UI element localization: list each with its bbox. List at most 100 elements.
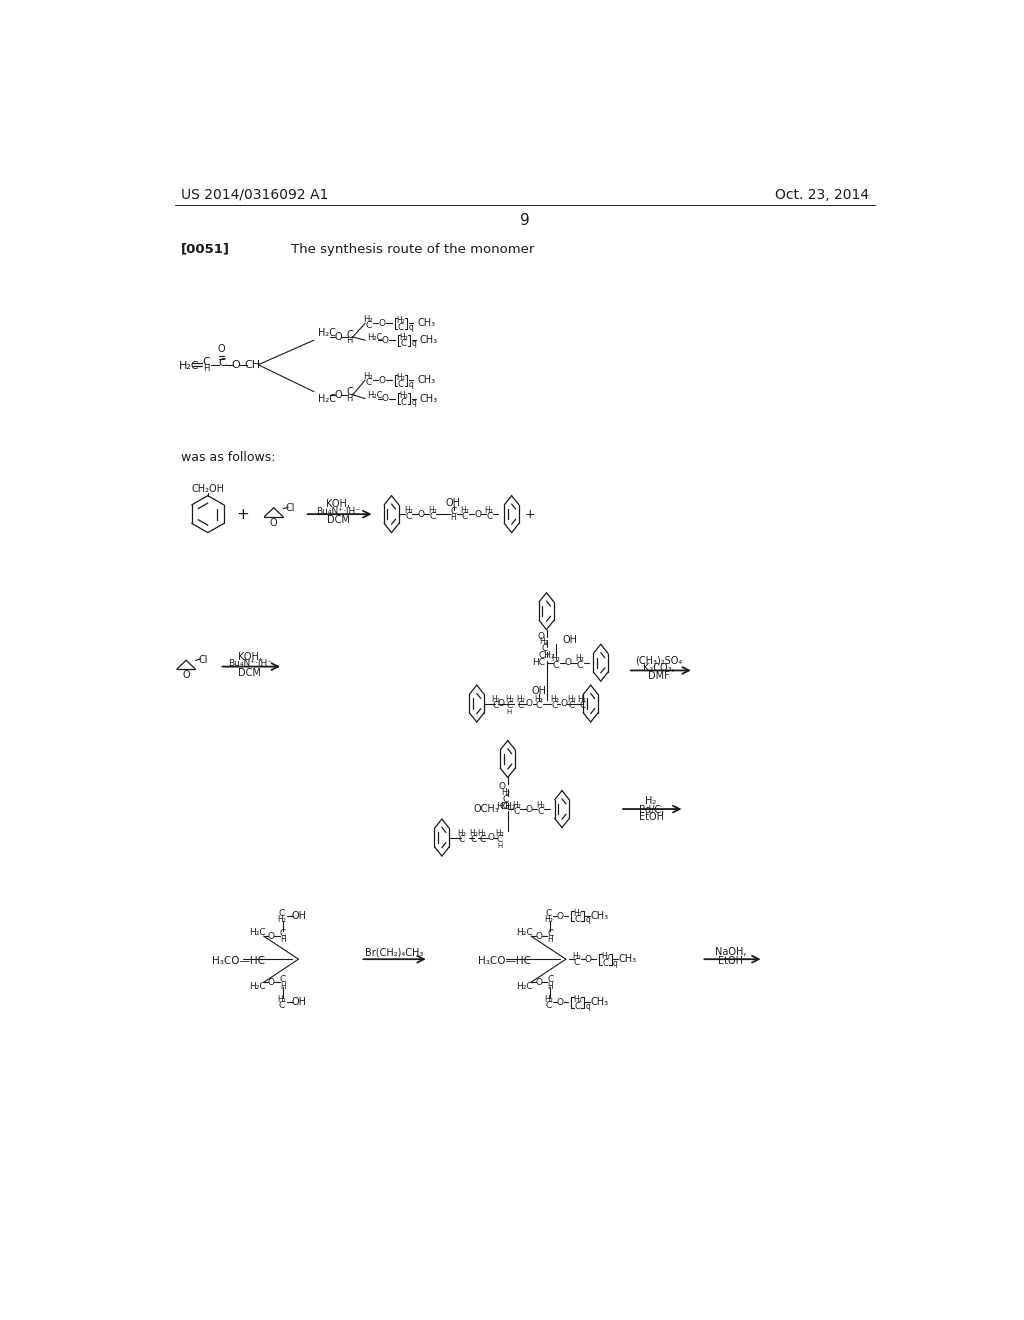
Text: C: C — [401, 399, 407, 407]
Text: CH₃: CH₃ — [420, 335, 438, 345]
Text: O: O — [498, 700, 504, 708]
Text: O: O — [557, 998, 564, 1007]
Text: O: O — [382, 395, 389, 403]
Text: O: O — [564, 659, 571, 667]
Text: H₂: H₂ — [505, 696, 514, 704]
Text: C: C — [398, 380, 403, 388]
Text: KOH,: KOH, — [238, 652, 262, 661]
Text: H₂: H₂ — [501, 788, 510, 797]
Text: C: C — [366, 378, 372, 387]
Text: was as follows:: was as follows: — [180, 450, 275, 463]
Text: CH₃: CH₃ — [590, 998, 608, 1007]
Text: H: H — [548, 936, 553, 944]
Text: C: C — [547, 975, 554, 985]
Text: H₂: H₂ — [399, 391, 409, 400]
Text: C: C — [346, 388, 353, 397]
Text: CH₂OH: CH₂OH — [191, 484, 224, 495]
Text: H: H — [548, 982, 553, 990]
Text: H₂: H₂ — [457, 829, 466, 838]
Text: H₂C: H₂C — [317, 329, 336, 338]
Text: NaOH,: NaOH, — [715, 948, 746, 957]
Text: (CH₃)₂SO₄: (CH₃)₂SO₄ — [635, 656, 683, 665]
Text: H₂C: H₂C — [249, 928, 266, 937]
Text: [0051]: [0051] — [180, 243, 229, 256]
Text: C: C — [577, 660, 583, 669]
Text: H₂: H₂ — [399, 333, 409, 342]
Text: H₂: H₂ — [496, 829, 505, 838]
Text: C: C — [541, 644, 547, 653]
Text: C: C — [547, 929, 554, 939]
Text: O: O — [270, 517, 278, 528]
Text: C: C — [503, 796, 509, 804]
Text: O: O — [525, 805, 532, 813]
Text: C: C — [401, 339, 407, 348]
Text: H₂: H₂ — [484, 506, 494, 515]
Text: C: C — [280, 929, 286, 939]
Text: H₂: H₂ — [278, 995, 286, 1003]
Text: HC: HC — [496, 803, 509, 812]
Text: H₂: H₂ — [567, 696, 577, 704]
Text: O: O — [499, 783, 506, 791]
Text: H₂: H₂ — [536, 801, 545, 809]
Text: H₂: H₂ — [550, 696, 559, 704]
Text: C: C — [279, 908, 285, 917]
Text: C: C — [486, 512, 493, 521]
Text: H₂: H₂ — [396, 315, 406, 325]
Text: O: O — [585, 954, 592, 964]
Text: O: O — [268, 932, 274, 941]
Text: H: H — [507, 709, 512, 715]
Text: The synthesis route of the monomer: The synthesis route of the monomer — [291, 243, 535, 256]
Text: US 2014/0316092 A1: US 2014/0316092 A1 — [180, 187, 328, 202]
Text: O: O — [182, 671, 189, 680]
Text: C: C — [569, 701, 575, 710]
Text: H₂: H₂ — [516, 696, 525, 704]
Text: H: H — [203, 364, 210, 374]
Text: OH: OH — [292, 998, 307, 1007]
Text: H₂: H₂ — [545, 995, 553, 1003]
Text: H₂: H₂ — [540, 638, 549, 647]
Text: O: O — [379, 376, 386, 384]
Text: O: O — [334, 333, 342, 342]
Text: H₂C: H₂C — [367, 333, 382, 342]
Text: DMF: DMF — [648, 671, 670, 681]
Text: C: C — [406, 512, 412, 521]
Text: +: + — [524, 508, 535, 520]
Text: H₂: H₂ — [404, 506, 413, 515]
Text: O: O — [538, 632, 545, 642]
Text: OH: OH — [292, 911, 307, 921]
Text: H₂: H₂ — [645, 796, 656, 807]
Text: q: q — [412, 399, 417, 407]
Text: C: C — [429, 512, 435, 521]
Text: O: O — [557, 912, 564, 920]
Text: CH₂: CH₂ — [539, 651, 555, 660]
Text: H₂: H₂ — [572, 952, 582, 961]
Text: H₂: H₂ — [512, 801, 521, 809]
Text: q: q — [409, 380, 414, 388]
Text: H₂: H₂ — [551, 655, 560, 664]
Text: H₃CO—HC: H₃CO—HC — [478, 956, 531, 966]
Text: C: C — [574, 916, 581, 924]
Text: C: C — [497, 836, 503, 845]
Text: CH₃: CH₃ — [418, 318, 435, 329]
Text: CH₂: CH₂ — [500, 803, 516, 812]
Text: H₂: H₂ — [469, 829, 478, 838]
Text: q: q — [409, 322, 414, 331]
Text: H: H — [498, 843, 503, 849]
Text: C: C — [451, 507, 457, 516]
Text: Bu₄N⁺·IH⁻: Bu₄N⁺·IH⁻ — [227, 659, 271, 668]
Text: K₂CO₃,: K₂CO₃, — [643, 663, 675, 673]
Text: C: C — [538, 807, 544, 816]
Text: H₂: H₂ — [601, 952, 610, 961]
Text: H₂: H₂ — [364, 315, 373, 323]
Text: O: O — [418, 510, 425, 519]
Text: H₂: H₂ — [278, 915, 286, 924]
Text: O: O — [474, 510, 481, 519]
Text: H: H — [451, 513, 457, 523]
Text: C: C — [536, 701, 542, 710]
Text: C: C — [346, 330, 353, 339]
Text: O: O — [526, 700, 532, 708]
Text: Cl: Cl — [199, 656, 208, 665]
Text: O: O — [536, 932, 543, 941]
Text: CH₃: CH₃ — [590, 911, 608, 921]
Text: HC: HC — [532, 659, 545, 667]
